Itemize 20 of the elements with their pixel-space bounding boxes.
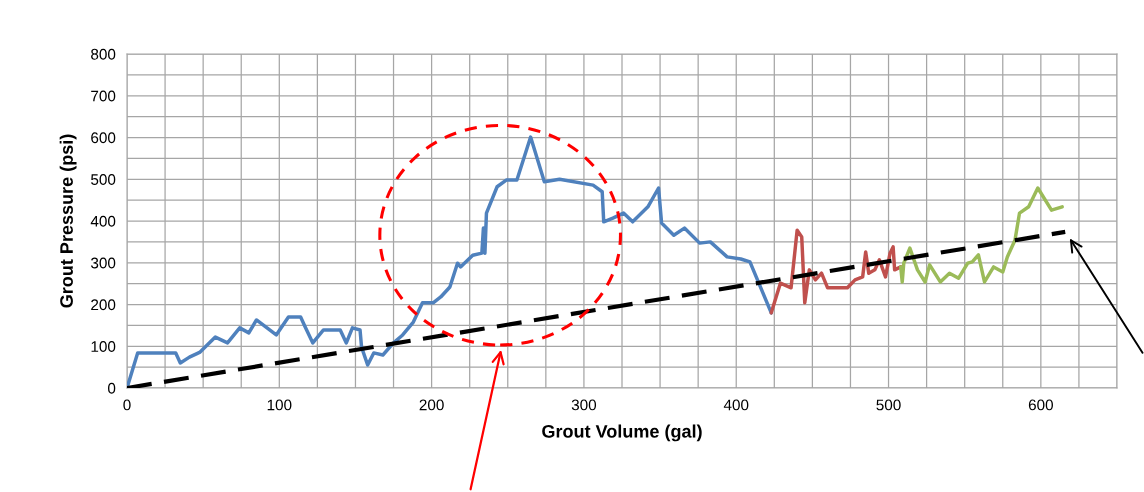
y-axis-title: Grout Pressure (psi) [59,134,77,308]
x-tick-label: 100 [267,399,292,411]
y-tick-label: 300 [90,257,116,269]
y-tick-label: 500 [91,174,116,185]
y-tick-label: 700 [91,90,116,102]
y-tick-label: 200 [91,299,116,311]
line-series [127,135,773,388]
line-series [898,186,1064,284]
x-tick-label: 400 [723,399,749,411]
x-tick-label: 300 [571,399,597,411]
x-tick-label: 600 [1028,399,1053,411]
y-tick-label: 400 [90,215,116,227]
x-axis-title: Grout Volume (gal) [542,424,702,442]
y-tick-label: 100 [91,341,116,352]
x-tick-label: 200 [419,399,444,411]
x-tick-label: 0 [123,399,131,411]
y-tick-label: 800 [91,48,116,60]
y-tick-label: 600 [91,132,116,144]
y-tick-label: 0 [107,382,116,394]
x-tick-label: 500 [876,399,901,411]
